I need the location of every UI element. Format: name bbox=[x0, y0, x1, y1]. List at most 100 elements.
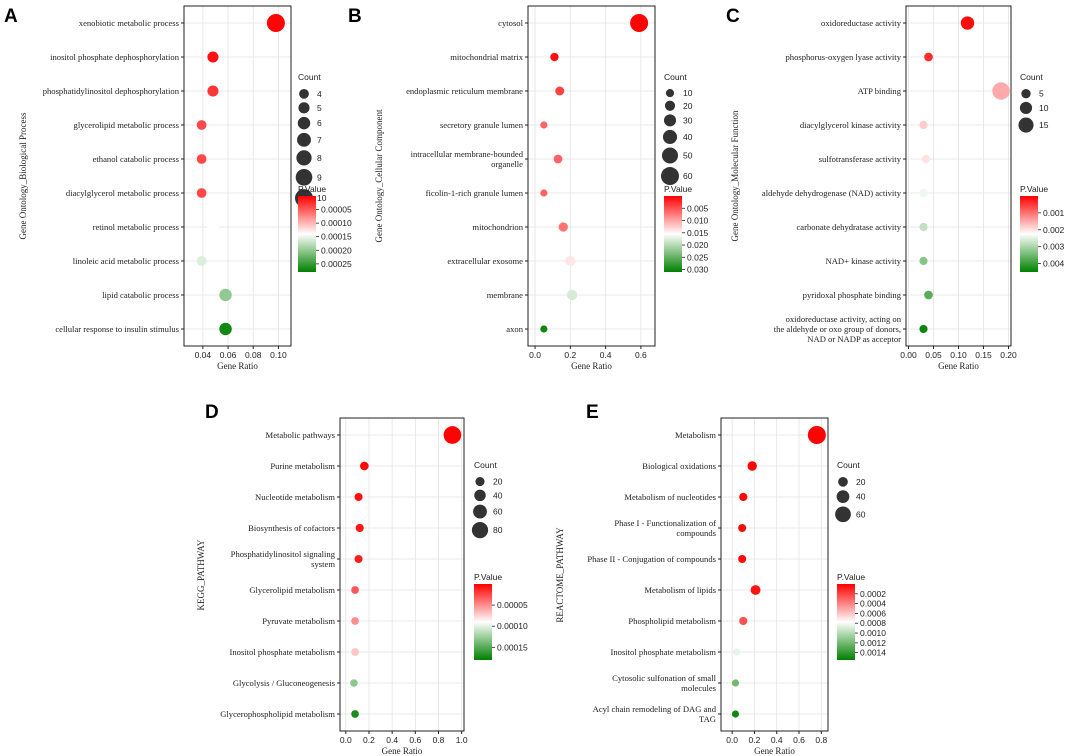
data-point bbox=[919, 188, 928, 198]
count-legend-dot bbox=[838, 477, 848, 487]
panel-B: B 0.0 0.2 0.4 0.6 Gene Ratio Gene Ontology_Cel… bbox=[348, 5, 709, 371]
data-point bbox=[924, 52, 933, 62]
pvalue-tick-label: 0.003 bbox=[1043, 242, 1065, 252]
pvalue-tick-label: 0.0004 bbox=[860, 599, 886, 609]
pvalue-colorbar bbox=[1020, 196, 1038, 272]
y-category-label: phosphorus-oxygen lyase activity bbox=[785, 52, 901, 62]
y-category-label: endoplasmic reticulum membrane bbox=[406, 86, 523, 96]
count-legend-label: 5 bbox=[317, 103, 322, 113]
count-legend-label: 10 bbox=[317, 193, 327, 203]
y-category-label: ATP binding bbox=[858, 86, 902, 96]
data-point bbox=[266, 14, 285, 32]
pvalue-tick-label: 0.0012 bbox=[860, 638, 886, 648]
data-point bbox=[219, 322, 232, 336]
data-point bbox=[731, 710, 740, 718]
pvalue-colorbar bbox=[837, 584, 855, 660]
y-axis-label: KEGG_PATHWAY bbox=[196, 539, 206, 610]
y-category-label: Phase I - Functionalization of compounds bbox=[614, 518, 716, 538]
data-point bbox=[630, 14, 649, 32]
count-legend: Count 5 10 15 bbox=[1018, 72, 1049, 133]
y-category-label: glycerolipid metabolic process bbox=[74, 120, 180, 130]
y-category-label: secretory granule lumen bbox=[440, 120, 524, 130]
y-category-label: linoleic acid metabolic process bbox=[73, 256, 180, 266]
pvalue-tick-label: 0.00015 bbox=[497, 642, 528, 652]
count-legend-label: 9 bbox=[317, 172, 322, 182]
count-legend-label: 7 bbox=[317, 135, 322, 145]
y-category-label: Nucleotide metabolism bbox=[255, 492, 335, 502]
count-legend-dot bbox=[661, 147, 679, 164]
count-legend-label: 15 bbox=[1039, 120, 1049, 130]
y-category-label: Phosphatidylinositol signaling system bbox=[231, 549, 336, 569]
y-category-label: pyridoxal phosphate binding bbox=[803, 290, 902, 300]
count-legend-label: 30 bbox=[683, 115, 693, 125]
count-legend: Count 4 5 6 7 8 9 10 bbox=[295, 72, 327, 208]
data-point bbox=[540, 121, 548, 129]
data-point bbox=[540, 189, 548, 197]
count-legend-label: 20 bbox=[683, 101, 693, 111]
y-category-label: Biological oxidations bbox=[642, 461, 716, 471]
data-point bbox=[919, 256, 928, 266]
data-point bbox=[960, 16, 975, 30]
count-legend-title: Count bbox=[664, 72, 687, 82]
y-axis-label: Gene Ontology_Molecular Function bbox=[730, 110, 740, 241]
data-point bbox=[196, 120, 207, 130]
y-category-label: Cytosolic sulfonation of small molecules bbox=[612, 673, 716, 693]
count-legend-dot bbox=[663, 114, 677, 127]
data-point bbox=[354, 492, 363, 502]
data-point bbox=[351, 586, 359, 594]
data-point bbox=[550, 52, 559, 62]
data-point bbox=[738, 554, 747, 564]
x-tick-label: 0.0 bbox=[340, 735, 352, 745]
count-legend-dot bbox=[473, 504, 487, 519]
x-axis-label: Gene Ratio bbox=[754, 746, 795, 756]
data-point bbox=[739, 492, 748, 502]
data-point bbox=[807, 426, 826, 444]
y-category-label: Phase II - Conjugation of compounds bbox=[587, 554, 716, 564]
plot-frame bbox=[339, 417, 465, 732]
count-legend-label: 20 bbox=[493, 477, 503, 487]
y-category-label: Metabolism of nucleotides bbox=[624, 492, 716, 502]
y-category-label: sulfotransferase activity bbox=[819, 154, 902, 164]
pvalue-tick-label: 0.010 bbox=[687, 216, 709, 226]
pvalue-legend-title: P.Value bbox=[1020, 184, 1048, 194]
y-category-label: Purine metabolism bbox=[270, 461, 335, 471]
pvalue-tick-label: 0.001 bbox=[1043, 208, 1065, 218]
y-category-label: Metabolic pathways bbox=[266, 430, 336, 440]
y-category-label: membrane bbox=[487, 290, 523, 300]
count-legend-label: 10 bbox=[1039, 103, 1049, 113]
data-point bbox=[207, 51, 219, 63]
count-legend-label: 40 bbox=[493, 490, 503, 500]
pvalue-tick-label: 0.025 bbox=[687, 252, 709, 262]
x-tick-label: 0.4 bbox=[771, 735, 783, 745]
pvalue-tick-label: 0.002 bbox=[1043, 225, 1065, 235]
y-category-label: Acyl chain remodeling of DAG and TAG bbox=[593, 704, 717, 724]
plot-frame bbox=[527, 5, 656, 347]
y-category-label: ethanol catabolic process bbox=[93, 154, 180, 164]
x-tick-label: 0.10 bbox=[950, 350, 967, 360]
y-category-label: ficolin-1-rich granule lumen bbox=[426, 188, 524, 198]
data-point bbox=[196, 154, 207, 164]
data-point bbox=[732, 648, 741, 656]
data-point bbox=[219, 288, 232, 302]
count-legend-label: 5 bbox=[1039, 89, 1044, 99]
data-point bbox=[350, 679, 358, 687]
x-tick-label: 0.2 bbox=[564, 350, 576, 360]
count-legend-label: 80 bbox=[493, 525, 503, 535]
y-axis-label: Gene Ontology_Biological Process bbox=[18, 112, 28, 239]
data-point bbox=[565, 255, 576, 267]
count-legend-dot bbox=[661, 167, 679, 186]
count-legend-label: 60 bbox=[683, 171, 693, 181]
y-category-label: Glycerolipid metabolism bbox=[249, 585, 335, 595]
x-tick-label: 1.0 bbox=[456, 735, 468, 745]
data-point bbox=[921, 154, 931, 164]
x-tick-label: 0.6 bbox=[635, 350, 647, 360]
count-legend-title: Count bbox=[837, 460, 860, 470]
y-category-label: phosphatidylinositol dephosphorylation bbox=[43, 86, 180, 96]
pvalue-tick-label: 0.0002 bbox=[860, 589, 886, 599]
panel-D: D 0.0 0.2 0.4 0.6 0.8 1.0 Gene Ratio KEGG_PATHWA… bbox=[196, 402, 528, 756]
pvalue-legend: P.Value 0.001 0.002 0.003 0.004 bbox=[1020, 184, 1065, 272]
pvalue-tick-label: 0.015 bbox=[687, 228, 709, 238]
plot-frame bbox=[183, 5, 292, 347]
count-legend-dot bbox=[299, 89, 309, 99]
